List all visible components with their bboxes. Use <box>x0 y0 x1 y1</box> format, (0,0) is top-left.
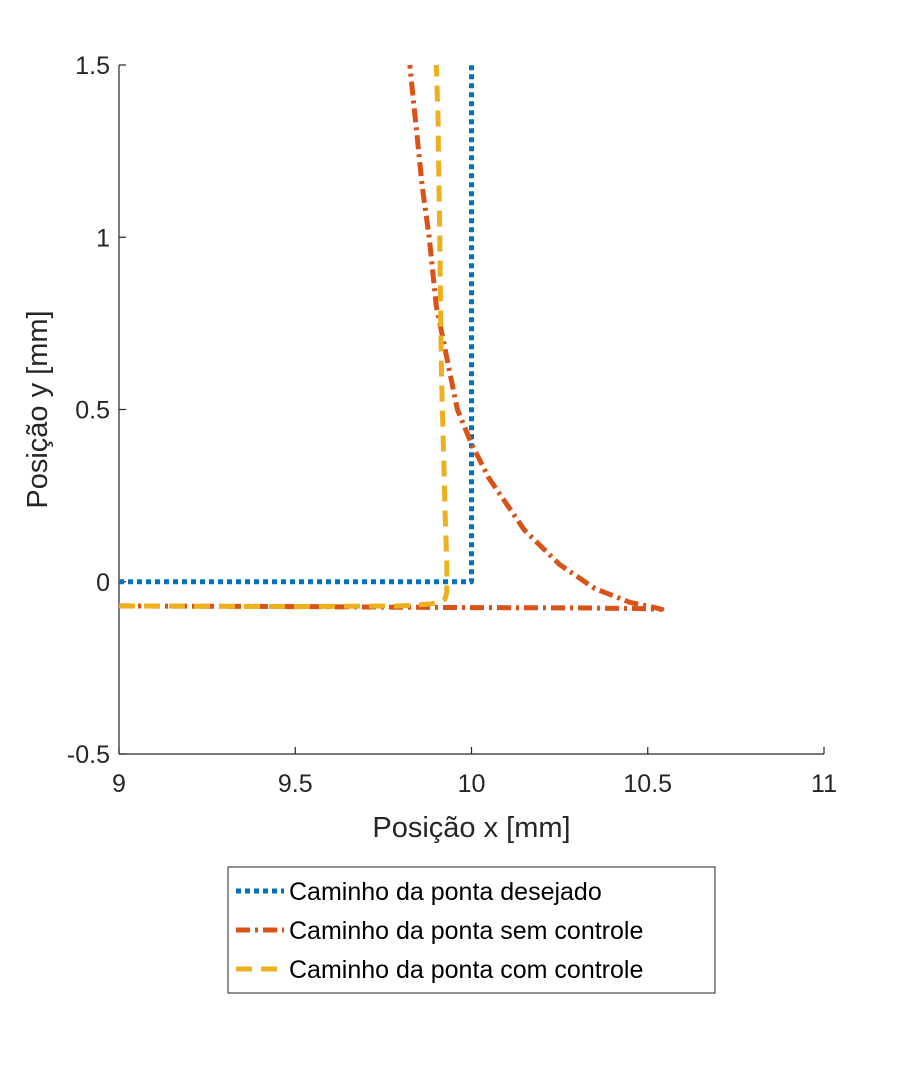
y-tick-label: -0.5 <box>67 741 110 769</box>
legend-box <box>227 866 716 994</box>
x-tick-label: 9.5 <box>278 770 313 798</box>
y-tick-label: 0.5 <box>75 397 110 425</box>
series-layer <box>118 64 665 612</box>
y-tick-label: 0 <box>96 569 110 597</box>
legend-label-1: Caminho da ponta desejado <box>289 878 602 906</box>
y-tick-label: 1.5 <box>75 52 110 80</box>
legend-label-3: Caminho da ponta com controle <box>289 956 643 984</box>
x-tick-label: 11 <box>811 770 837 798</box>
y-tick-label: 1 <box>96 224 110 252</box>
series-line-2 <box>118 64 665 612</box>
x-tick-label: 10 <box>458 770 486 798</box>
x-tick-label: 10.5 <box>623 770 672 798</box>
y-axis-ticks: -0.5 0 0.5 1 1.5 <box>67 52 126 769</box>
x-axis-ticks: 9 9.5 10 10.5 11 <box>112 747 837 798</box>
plot-area: 9 9.5 10 10.5 11 -0.5 0 0.5 1 1.5 <box>67 52 837 798</box>
x-tick-label: 9 <box>112 770 126 798</box>
legend: Caminho da ponta desejado Caminho da pont… <box>227 866 716 994</box>
series-line-3 <box>118 64 450 610</box>
x-axis-label: Posição x [mm] <box>372 812 570 844</box>
series-line-1 <box>119 65 474 585</box>
legend-label-2: Caminho da ponta sem controle <box>289 917 643 945</box>
y-axis-label: Posição y [mm] <box>22 310 54 508</box>
